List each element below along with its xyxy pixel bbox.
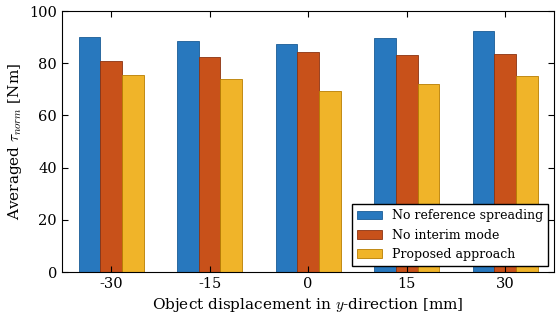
Y-axis label: Averaged $\tau_{norm}$ [Nm]: Averaged $\tau_{norm}$ [Nm] bbox=[6, 63, 24, 220]
Bar bbox=[319, 91, 340, 272]
X-axis label: Object displacement in $y$-direction [mm]: Object displacement in $y$-direction [mm… bbox=[152, 296, 464, 315]
Bar bbox=[396, 55, 418, 272]
Bar bbox=[473, 31, 494, 272]
Bar bbox=[100, 61, 122, 272]
Bar bbox=[516, 76, 538, 272]
Bar bbox=[177, 41, 199, 272]
Bar bbox=[122, 75, 143, 272]
Bar bbox=[494, 54, 516, 272]
Bar bbox=[418, 84, 439, 272]
Legend: No reference spreading, No interim mode, Proposed approach: No reference spreading, No interim mode,… bbox=[352, 204, 548, 266]
Bar bbox=[276, 44, 297, 272]
Bar bbox=[297, 52, 319, 272]
Bar bbox=[78, 37, 100, 272]
Bar bbox=[221, 79, 242, 272]
Bar bbox=[374, 38, 396, 272]
Bar bbox=[199, 57, 221, 272]
